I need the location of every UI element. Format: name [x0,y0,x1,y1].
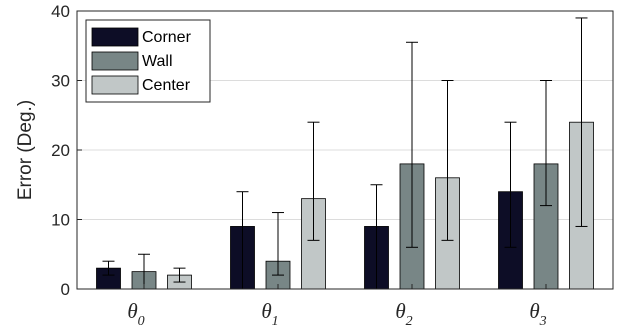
x-tick-label-subscript: 0 [138,314,145,329]
x-tick-label-subscript: 2 [406,314,413,329]
y-tick-label: 20 [51,141,70,160]
x-tick-label-base: θ [127,299,137,323]
x-tick-label-base: θ [395,299,405,323]
x-tick-label-base: θ [261,299,271,323]
legend-swatch-wall [91,51,139,71]
y-tick-label: 30 [51,72,70,91]
x-tick-label-subscript: 1 [272,314,279,329]
x-tick-label: θ2 [395,299,412,329]
y-tick-label: 40 [51,2,70,21]
y-tick-label: 0 [61,280,70,299]
legend-swatch-center [91,75,139,95]
legend-label-center: Center [142,77,191,94]
x-tick-label: θ0 [127,299,144,329]
x-tick-label: θ1 [261,299,278,329]
y-axis-label: Error (Deg.) [15,100,36,200]
x-ticks: θ0 θ1 θ2 θ3 [127,284,547,329]
y-ticks: 0 10 20 30 40 [51,2,82,299]
x-tick-label: θ3 [529,299,546,329]
legend-label-corner: Corner [142,29,192,46]
bars [96,121,594,290]
y-tick-label: 10 [51,211,70,230]
error-bars [102,17,588,290]
x-tick-label-base: θ [529,299,539,323]
legend-label-wall: Wall [142,53,173,70]
x-tick-label-subscript: 3 [539,314,547,329]
legend: Corner Wall Center [85,19,211,103]
legend-swatch-corner [91,27,139,47]
